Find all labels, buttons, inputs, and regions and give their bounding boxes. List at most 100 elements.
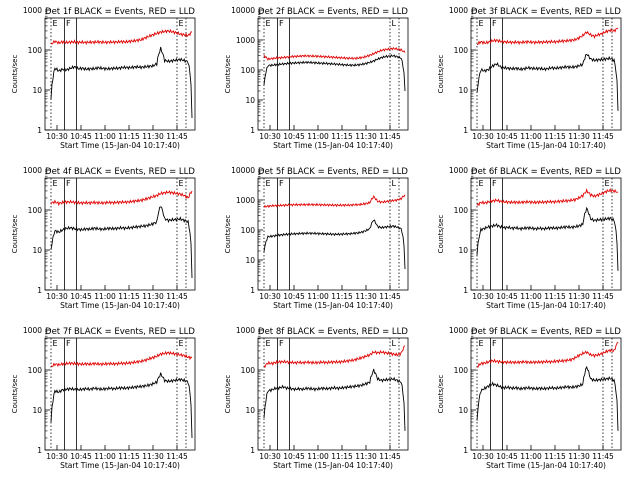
y-axis-label: Counts/sec [437, 55, 445, 94]
detector-panel: Det 1f BLACK = Events, RED = LLD 1 10 100 10… [11, 6, 195, 150]
y-tick-label: 100 [241, 366, 256, 375]
series-line-events [263, 368, 406, 431]
y-tick-label: 1 [37, 126, 42, 135]
detector-panel: Det 4f BLACK = Events, RED = LLD 1 10 100 10… [11, 166, 195, 310]
detector-panel: Det 8f BLACK = Events, RED = LLD 1 10 100 10… [224, 326, 408, 470]
x-axis-label: Start Time (15-Jan-04 10:17:40) [273, 301, 393, 310]
detector-panel: Det 3f BLACK = Events, RED = LLD 1 10 100 10… [437, 6, 621, 150]
x-tick-label: 10:45 [496, 292, 518, 301]
x-tick-label: 11:30 [142, 132, 164, 141]
x-tick-label: 10:30 [46, 452, 68, 461]
detector-panel: Det 7f BLACK = Events, RED = LLD 1 10 100 10… [11, 326, 195, 470]
plot-frame [470, 177, 622, 291]
x-tick-label: 11:30 [142, 452, 164, 461]
plot-frame [257, 17, 409, 131]
time-marker-label: E [179, 179, 184, 188]
x-tick-label: 11:45 [592, 132, 614, 141]
plot-frame [257, 337, 409, 451]
y-tick-label: 10000 [231, 6, 255, 15]
time-marker-label: F [66, 339, 71, 348]
x-tick-label: 11:45 [379, 452, 401, 461]
x-tick-label: 11:30 [142, 292, 164, 301]
x-tick-label: 11:45 [592, 452, 614, 461]
panel-title: Det 4f BLACK = Events, RED = LLD [45, 167, 195, 177]
time-marker-label: E [266, 339, 271, 348]
y-tick-label: 10 [245, 256, 255, 265]
x-tick-label: 11:15 [544, 452, 566, 461]
x-tick-label: 11:00 [94, 452, 116, 461]
x-tick-label: 10:45 [496, 132, 518, 141]
time-marker-label: L [392, 339, 397, 348]
time-marker-label: F [492, 339, 497, 348]
series-line-lld [50, 28, 193, 46]
y-axis-label: Counts/sec [11, 55, 19, 94]
time-marker-label: E [479, 19, 484, 28]
x-tick-label: 10:30 [259, 132, 281, 141]
time-marker-label: E [53, 179, 58, 188]
x-tick-label: 11:00 [520, 452, 542, 461]
y-tick-label: 1000 [449, 166, 468, 175]
panel-title: Det 7f BLACK = Events, RED = LLD [45, 327, 195, 337]
panel-title: Det 3f BLACK = Events, RED = LLD [471, 7, 621, 17]
series-line-lld [263, 345, 406, 369]
time-marker-label: F [279, 339, 284, 348]
x-tick-label: 10:30 [472, 292, 494, 301]
y-tick-label: 1 [250, 126, 255, 135]
y-tick-label: 100 [28, 206, 43, 215]
y-tick-label: 1000 [23, 166, 42, 175]
detector-panel: Det 6f BLACK = Events, RED = LLD 1 10 100 10… [437, 166, 621, 310]
y-tick-label: 10 [32, 86, 42, 95]
y-tick-label: 1000 [449, 326, 468, 335]
x-tick-label: 10:45 [70, 132, 92, 141]
x-tick-label: 10:45 [70, 452, 92, 461]
time-marker-label: E [479, 339, 484, 348]
x-tick-label: 11:15 [331, 292, 353, 301]
x-tick-label: 11:00 [520, 132, 542, 141]
series-line-lld [476, 187, 619, 207]
x-axis-label: Start Time (15-Jan-04 10:17:40) [486, 301, 606, 310]
x-tick-label: 11:00 [307, 452, 329, 461]
x-tick-label: 11:45 [592, 292, 614, 301]
series-line-events [476, 206, 619, 271]
panel-title: Det 2f BLACK = Events, RED = LLD [258, 7, 408, 17]
x-tick-label: 11:15 [544, 292, 566, 301]
y-tick-label: 1 [463, 446, 468, 455]
x-tick-label: 11:15 [118, 292, 140, 301]
x-tick-label: 11:30 [568, 452, 590, 461]
y-tick-label: 100 [241, 66, 256, 75]
y-tick-label: 1000 [236, 196, 255, 205]
series-line-lld [476, 341, 619, 368]
time-marker-label: F [66, 19, 71, 28]
y-axis-label: Counts/sec [224, 375, 232, 414]
y-tick-label: 1000 [449, 6, 468, 15]
detector-panel: Det 2f BLACK = Events, RED = LLD 1 10 100 10… [224, 6, 408, 150]
time-marker-label: E [53, 339, 58, 348]
x-tick-label: 10:45 [283, 452, 305, 461]
time-marker-label: E [179, 19, 184, 28]
y-tick-label: 1 [37, 286, 42, 295]
time-marker-label: E [479, 179, 484, 188]
x-tick-label: 11:00 [94, 132, 116, 141]
y-tick-label: 1000 [23, 6, 42, 15]
y-axis-label: Counts/sec [11, 215, 19, 254]
x-tick-label: 11:00 [307, 132, 329, 141]
plot-frame [257, 177, 409, 291]
y-axis-label: Counts/sec [224, 55, 232, 94]
y-axis-label: Counts/sec [224, 215, 232, 254]
x-tick-label: 11:15 [331, 452, 353, 461]
x-tick-label: 10:45 [496, 452, 518, 461]
time-marker-label: F [279, 19, 284, 28]
plot-frame [44, 177, 196, 291]
y-tick-label: 1 [250, 446, 255, 455]
time-marker-label: F [66, 179, 71, 188]
y-tick-label: 1 [463, 126, 468, 135]
x-tick-label: 11:00 [307, 292, 329, 301]
x-tick-label: 11:00 [520, 292, 542, 301]
x-tick-label: 11:45 [379, 132, 401, 141]
y-tick-label: 100 [28, 46, 43, 55]
x-tick-label: 11:30 [355, 132, 377, 141]
x-tick-label: 10:30 [259, 452, 281, 461]
x-axis-label: Start Time (15-Jan-04 10:17:40) [486, 461, 606, 470]
x-tick-label: 10:45 [283, 132, 305, 141]
y-axis-label: Counts/sec [437, 215, 445, 254]
